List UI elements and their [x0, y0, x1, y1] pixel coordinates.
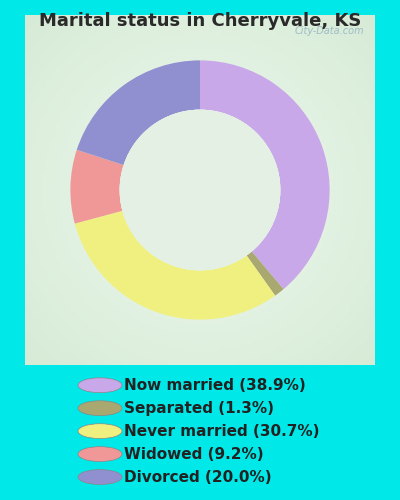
Circle shape — [120, 110, 280, 270]
Text: Never married (30.7%): Never married (30.7%) — [124, 424, 320, 438]
Text: Marital status in Cherryvale, KS: Marital status in Cherryvale, KS — [39, 12, 361, 30]
Circle shape — [153, 143, 247, 237]
Circle shape — [194, 184, 206, 196]
Circle shape — [186, 176, 214, 204]
Circle shape — [134, 124, 266, 256]
Circle shape — [142, 132, 258, 248]
Circle shape — [131, 120, 269, 260]
Circle shape — [183, 174, 217, 206]
Circle shape — [161, 151, 239, 229]
Circle shape — [197, 187, 203, 193]
Circle shape — [178, 168, 222, 212]
Circle shape — [192, 182, 208, 198]
Circle shape — [156, 146, 244, 234]
Circle shape — [78, 378, 122, 392]
Text: Divorced (20.0%): Divorced (20.0%) — [124, 470, 272, 484]
Text: City-Data.com: City-Data.com — [295, 26, 364, 36]
Circle shape — [158, 148, 242, 232]
Circle shape — [78, 424, 122, 438]
Text: Now married (38.9%): Now married (38.9%) — [124, 378, 306, 393]
Circle shape — [170, 160, 230, 220]
Wedge shape — [246, 252, 284, 296]
Circle shape — [147, 138, 253, 242]
Circle shape — [167, 156, 233, 224]
Wedge shape — [77, 60, 200, 165]
Circle shape — [136, 126, 264, 254]
Wedge shape — [75, 211, 275, 320]
Circle shape — [78, 446, 122, 462]
Circle shape — [78, 401, 122, 415]
Wedge shape — [200, 60, 330, 289]
Circle shape — [120, 110, 280, 270]
Text: Widowed (9.2%): Widowed (9.2%) — [124, 446, 264, 462]
Circle shape — [181, 170, 219, 209]
Wedge shape — [70, 150, 124, 224]
Circle shape — [189, 179, 211, 201]
Circle shape — [164, 154, 236, 226]
Circle shape — [125, 115, 275, 265]
Circle shape — [150, 140, 250, 240]
Circle shape — [128, 118, 272, 262]
Circle shape — [172, 162, 228, 218]
Circle shape — [78, 470, 122, 484]
Text: Separated (1.3%): Separated (1.3%) — [124, 400, 274, 415]
Circle shape — [144, 134, 256, 246]
Circle shape — [139, 129, 261, 251]
Circle shape — [175, 165, 225, 215]
Circle shape — [122, 112, 278, 268]
